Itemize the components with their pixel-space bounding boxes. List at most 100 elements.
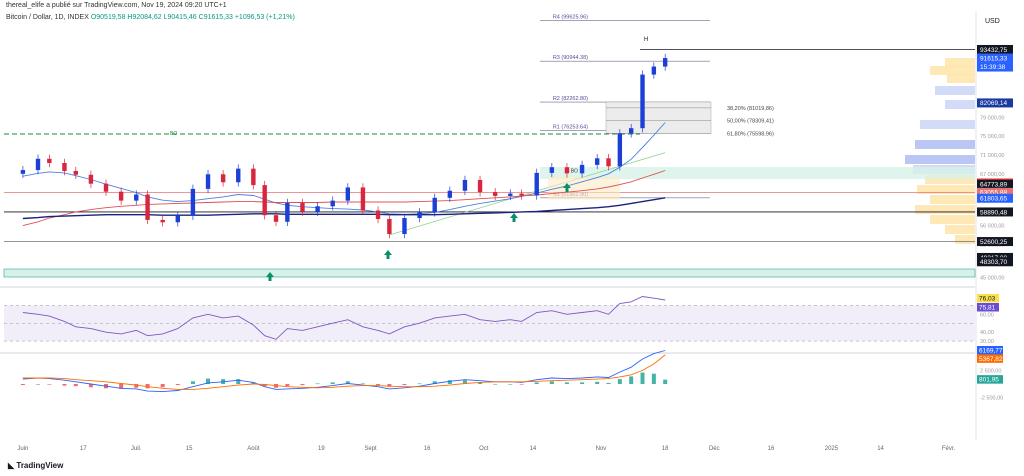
price-label-4: 64773,89: [980, 182, 1007, 189]
price-axis-tick-0: 79 000,00: [980, 115, 1004, 121]
volume-profile-bar-11: [930, 195, 975, 204]
x-axis-tick-1: 17: [80, 446, 87, 452]
x-axis-tick-15: 14: [877, 446, 884, 452]
fib-label-0: 38,20% (81019,86): [727, 106, 774, 112]
candle-body-9: [145, 194, 150, 220]
volume-profile-bar-1: [930, 66, 975, 75]
price-label-bg-2: [977, 98, 1013, 108]
currency-label[interactable]: USD: [985, 18, 1000, 25]
macd-histogram-bar-43: [629, 376, 634, 384]
macd-histogram-bar-33: [493, 384, 498, 385]
macd-line: [22, 350, 666, 393]
buy-arrow-icon-3: [563, 183, 571, 192]
support-zone-bottom: [3, 268, 976, 278]
macd-histogram-bar-32: [478, 382, 483, 384]
candle-body-1: [35, 158, 41, 171]
moving-average-1: [22, 122, 666, 215]
candle-body-19: [285, 202, 290, 222]
candle-body-23: [345, 187, 351, 201]
macd-histogram-bar-35: [519, 384, 524, 385]
tradingview-brand: TradingView: [16, 461, 64, 470]
countdown-label: 15:39:38: [980, 64, 1006, 71]
volume-profile-bar-10: [917, 185, 975, 194]
macd-histogram-bar-41: [606, 382, 611, 384]
macd-histogram-bar-12: [190, 381, 195, 384]
rsi-label-1: 75,81: [979, 305, 996, 312]
candle-body-3: [62, 162, 67, 171]
candle-body-30: [447, 190, 453, 198]
macd-histogram-bar-16: [251, 382, 256, 384]
candle-body-22: [330, 200, 335, 207]
candle-body-11: [175, 215, 180, 223]
candle-body-26: [387, 218, 392, 235]
macd-histogram-bar-1: [36, 384, 41, 385]
macd-histogram-bar-23: [345, 381, 350, 384]
pivot-label-0: R4 (99625.96): [553, 14, 588, 20]
candle-body-15: [236, 168, 241, 183]
x-axis-tick-9: 14: [530, 446, 537, 452]
candle-body-7: [118, 191, 124, 201]
volume-profile-bar-6: [915, 140, 975, 149]
macd-histogram-bar-40: [595, 381, 600, 384]
buy-arrow-icon-2: [510, 213, 518, 222]
rsi-line: [22, 296, 666, 340]
x-axis-tick-8: Oct: [479, 446, 489, 452]
macd-histogram-bar-38: [564, 382, 569, 384]
price-label-2: 82069,14: [980, 100, 1007, 107]
price-label-1: 91615,33: [980, 55, 1007, 62]
volume-profile-bar-5: [920, 120, 975, 129]
rsi-label-0: 76,03: [979, 296, 996, 303]
symbol-legend: Bitcoin / Dollar, 1D, INDEX O90519,58 H9…: [6, 14, 295, 21]
price-label-bg-7: [977, 207, 1013, 217]
macd-histogram-bar-2: [47, 384, 52, 385]
macd-histogram-bar-24: [360, 383, 365, 385]
volume-profile-bar-3: [935, 86, 975, 95]
macd-histogram-bar-29: [432, 381, 437, 384]
candle-body-5: [88, 174, 94, 184]
macd-histogram-bar-15: [236, 379, 241, 384]
macd-histogram-bar-4: [73, 384, 78, 387]
candle-body-14: [220, 174, 226, 183]
macd-histogram-bar-31: [462, 380, 467, 384]
macd-signal-line: [22, 354, 666, 390]
symbol-name: Bitcoin / Dollar, 1D, INDEX: [6, 14, 89, 21]
candle-body-39: [579, 164, 585, 174]
candle-body-46: [662, 58, 668, 67]
macd-histogram-bar-19: [285, 384, 290, 387]
macd-histogram-bar-28: [417, 383, 422, 385]
macd-axis-tick-1: -2 500,00: [980, 396, 1003, 402]
price-label-bg-1: [977, 53, 1013, 63]
volume-profile-bar-9: [925, 175, 975, 184]
macd-histogram-bar-26: [387, 384, 392, 387]
x-axis-tick-0: Juin: [17, 446, 28, 452]
macd-histogram-bar-42: [617, 379, 622, 384]
candle-body-6: [103, 183, 109, 192]
candle-body-32: [477, 179, 483, 193]
high-marker: H: [644, 37, 648, 43]
rsi-label-bg-1: [977, 303, 999, 312]
price-label-bg-8: [977, 237, 1013, 247]
support-trendline: [389, 152, 666, 236]
volume-profile-bar-12: [915, 205, 975, 214]
macd-histogram-bar-46: [663, 379, 668, 384]
macd-label-2: 801,95: [979, 377, 999, 384]
price-label-bg-6: [977, 193, 1013, 203]
x-axis-tick-4: Août: [247, 446, 260, 452]
candle-body-41: [606, 158, 611, 167]
volume-profile-bar-2: [947, 74, 975, 83]
moving-average-3: [22, 197, 666, 220]
macd-histogram-bar-9: [145, 384, 150, 389]
volume-profile-bar-14: [945, 225, 975, 234]
macd-histogram-bar-8: [134, 384, 139, 388]
price-label-bg-5: [977, 187, 1013, 197]
candle-body-40: [594, 158, 600, 165]
range-box-label: BO: [571, 168, 578, 174]
price-label-7: 58890,48: [980, 209, 1007, 216]
candle-body-33: [492, 192, 498, 196]
candle-body-16: [251, 168, 256, 186]
volume-profile-bar-13: [930, 215, 975, 224]
candle-body-42: [617, 133, 623, 167]
candle-body-2: [47, 158, 52, 163]
macd-histogram-bar-21: [315, 383, 320, 385]
